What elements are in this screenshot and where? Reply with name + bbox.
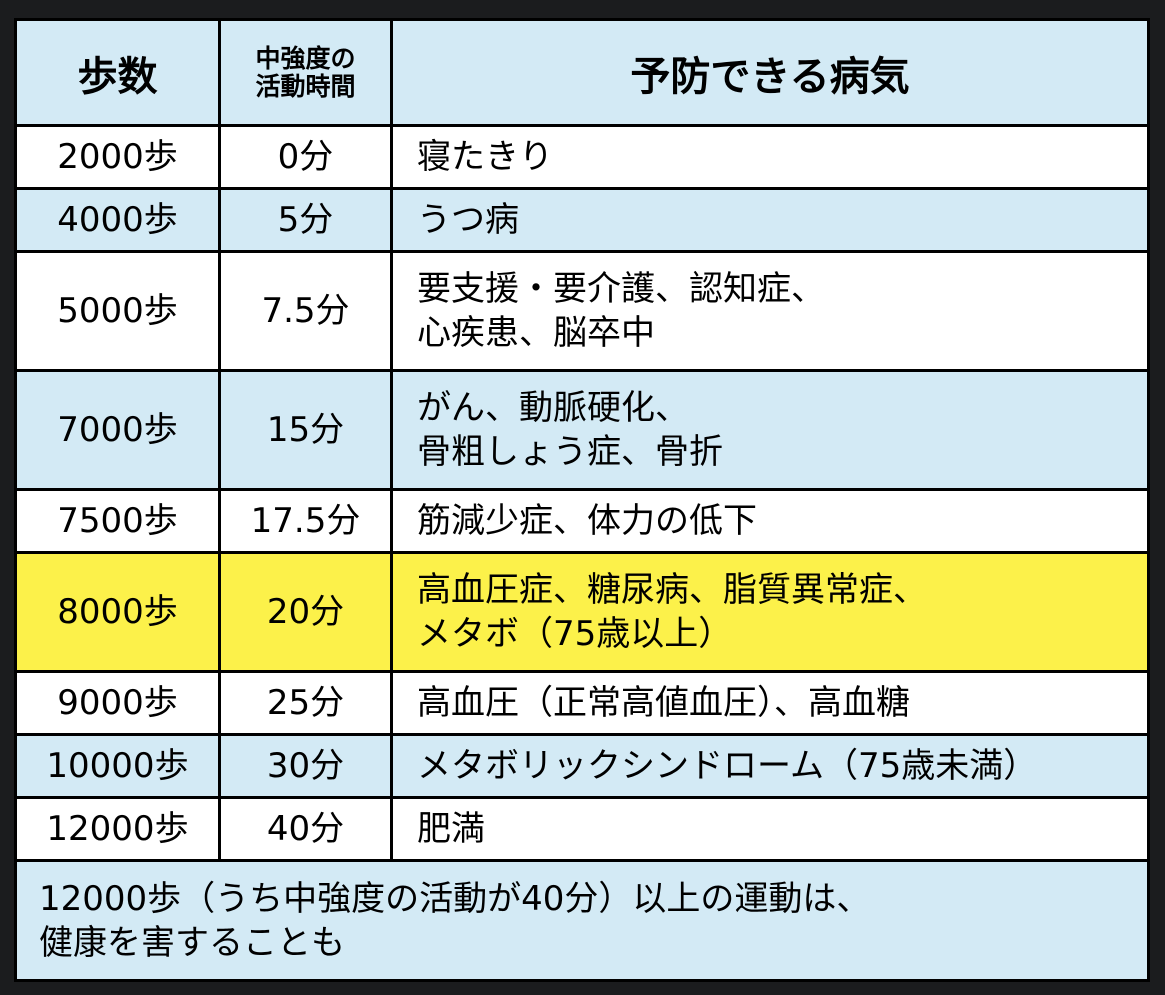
disease-line: うつ病 [417,200,519,240]
table-row: 2000歩 0分 寝たきり [14,124,1150,190]
preventable-diseases-cell: 高血圧症、糖尿病、脂質異常症、 メタボ（75歳以上） [390,551,1150,673]
activity-minutes-cell: 5分 [218,187,393,253]
disease-line: 高血圧症、糖尿病、脂質異常症、 [417,570,927,610]
activity-minutes-cell: 17.5分 [218,488,393,554]
header-preventable-diseases: 予防できる病気 [390,18,1150,127]
steps-cell: 7500歩 [14,488,221,554]
table-row: 7500歩 17.5分 筋減少症、体力の低下 [14,488,1150,554]
preventable-diseases-cell: 寝たきり [390,124,1150,190]
disease-line: 要支援・要介護、認知症、 [417,269,825,309]
steps-cell: 10000歩 [14,733,221,799]
disease-line: メタボリックシンドローム（75歳未満） [417,746,1038,786]
steps-disease-table: 歩数 中強度の 活動時間 予防できる病気 2000歩 0分 寝たきり 4000歩 5分う… [14,18,1150,982]
disease-line: 高血圧（正常高値血圧）、高血糖 [417,683,910,723]
activity-minutes-cell: 7.5分 [218,250,393,372]
disease-line: 筋減少症、体力の低下 [417,501,757,541]
header-row: 歩数 中強度の 活動時間 予防できる病気 [14,18,1150,127]
steps-cell: 12000歩 [14,796,221,862]
disease-line: 肥満 [417,809,485,849]
disease-line: 心疾患、脳卒中 [417,313,655,353]
header-activity-line1: 中強度の [255,43,356,73]
activity-minutes-cell: 40分 [218,796,393,862]
preventable-diseases-cell: 高血圧（正常高値血圧）、高血糖 [390,670,1150,736]
table-row: 5000歩 7.5分 要支援・要介護、認知症、 心疾患、脳卒中 [14,250,1150,372]
activity-minutes-cell: 0分 [218,124,393,190]
disease-line: メタボ（75歳以上） [417,614,733,654]
steps-cell: 8000歩 [14,551,221,673]
preventable-diseases-cell: 筋減少症、体力の低下 [390,488,1150,554]
activity-minutes-cell: 30分 [218,733,393,799]
steps-cell: 2000歩 [14,124,221,190]
disease-line: がん、動脈硬化、 [417,388,689,428]
steps-cell: 5000歩 [14,250,221,372]
table-row: 9000歩 25分 高血圧（正常高値血圧）、高血糖 [14,670,1150,736]
preventable-diseases-cell: 要支援・要介護、認知症、 心疾患、脳卒中 [390,250,1150,372]
header-steps: 歩数 [14,18,221,127]
disease-line: 骨粗しょう症、骨折 [417,432,723,472]
footer-note-line1: 12000歩（うち中強度の活動が40分）以上の運動は、 [39,878,871,919]
steps-cell: 7000歩 [14,369,221,491]
footer-note-line2: 健康を害することも [39,922,345,963]
table-row: 4000歩 5分 うつ病 [14,187,1150,253]
activity-minutes-cell: 15分 [218,369,393,491]
table-row: 10000歩 30分 メタボリックシンドローム（75歳未満） [14,733,1150,799]
table-body: 2000歩 0分 寝たきり 4000歩 5分 うつ病 5000歩 7.5分 要支援・要介護、認知… [14,124,1150,862]
preventable-diseases-cell: 肥満 [390,796,1150,862]
preventable-diseases-cell: うつ病 [390,187,1150,253]
preventable-diseases-cell: がん、動脈硬化、 骨粗しょう症、骨折 [390,369,1150,491]
preventable-diseases-cell: メタボリックシンドローム（75歳未満） [390,733,1150,799]
steps-disease-table-panel: 歩数 中強度の 活動時間 予防できる病気 2000歩 0分 寝たきり 4000歩 5分う… [14,18,1150,982]
disease-line: 寝たきり [417,137,553,177]
steps-cell: 4000歩 [14,187,221,253]
header-activity-line2: 活動時間 [255,71,356,101]
header-activity-time: 中強度の 活動時間 [218,18,393,127]
footer-note: 12000歩（うち中強度の活動が40分）以上の運動は、 健康を害することも [14,859,1150,982]
table-row: 8000歩 20分 高血圧症、糖尿病、脂質異常症、 メタボ（75歳以上） [14,551,1150,673]
activity-minutes-cell: 20分 [218,551,393,673]
table-row: 12000歩 40分 肥満 [14,796,1150,862]
footer-row: 12000歩（うち中強度の活動が40分）以上の運動は、 健康を害することも [14,859,1150,982]
steps-cell: 9000歩 [14,670,221,736]
table-row: 7000歩 15分 がん、動脈硬化、 骨粗しょう症、骨折 [14,369,1150,491]
activity-minutes-cell: 25分 [218,670,393,736]
